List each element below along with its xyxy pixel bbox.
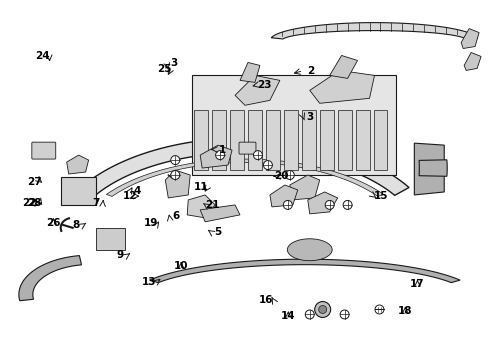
Text: 23: 23 — [256, 80, 271, 90]
Text: 26: 26 — [46, 218, 61, 228]
Text: 17: 17 — [409, 279, 424, 289]
Circle shape — [263, 161, 272, 170]
FancyBboxPatch shape — [319, 110, 333, 170]
Polygon shape — [240, 62, 260, 82]
Ellipse shape — [287, 239, 331, 261]
Text: 16: 16 — [259, 295, 273, 305]
FancyBboxPatch shape — [229, 110, 244, 170]
FancyBboxPatch shape — [337, 110, 351, 170]
Text: 25: 25 — [157, 64, 171, 74]
Polygon shape — [413, 143, 443, 195]
FancyBboxPatch shape — [212, 110, 225, 170]
FancyBboxPatch shape — [192, 75, 396, 175]
Polygon shape — [149, 259, 459, 283]
FancyBboxPatch shape — [32, 142, 56, 159]
Text: 27: 27 — [27, 177, 41, 187]
Polygon shape — [463, 53, 480, 71]
FancyBboxPatch shape — [283, 110, 297, 170]
Polygon shape — [81, 138, 408, 195]
Text: 14: 14 — [281, 311, 295, 321]
FancyBboxPatch shape — [265, 110, 279, 170]
FancyBboxPatch shape — [239, 142, 255, 154]
Text: 20: 20 — [273, 171, 288, 181]
FancyBboxPatch shape — [301, 110, 315, 170]
Text: 13: 13 — [142, 277, 157, 287]
Text: 12: 12 — [122, 191, 137, 201]
Polygon shape — [200, 145, 232, 168]
Polygon shape — [106, 159, 383, 197]
Circle shape — [285, 171, 294, 180]
Polygon shape — [418, 160, 447, 176]
Text: 9: 9 — [117, 250, 123, 260]
Circle shape — [343, 201, 351, 210]
Polygon shape — [307, 192, 337, 214]
Text: 10: 10 — [174, 261, 188, 271]
Circle shape — [314, 302, 330, 318]
Text: 19: 19 — [143, 218, 158, 228]
Circle shape — [170, 171, 180, 180]
Text: 5: 5 — [214, 227, 221, 237]
FancyBboxPatch shape — [373, 110, 386, 170]
Text: 3: 3 — [306, 112, 313, 122]
FancyBboxPatch shape — [61, 177, 95, 205]
Circle shape — [340, 310, 348, 319]
Polygon shape — [200, 205, 240, 222]
Text: 21: 21 — [205, 200, 220, 210]
Polygon shape — [235, 75, 279, 105]
Text: 11: 11 — [193, 182, 207, 192]
Circle shape — [318, 306, 326, 314]
Polygon shape — [460, 28, 478, 49]
Text: 22: 22 — [22, 198, 37, 208]
Polygon shape — [66, 155, 88, 174]
Text: 7: 7 — [92, 198, 100, 208]
Circle shape — [325, 201, 333, 210]
Text: 6: 6 — [172, 211, 180, 221]
Circle shape — [170, 156, 180, 165]
Text: 1: 1 — [219, 144, 226, 154]
Polygon shape — [309, 71, 374, 103]
Text: 3: 3 — [170, 58, 177, 68]
Circle shape — [283, 201, 292, 210]
Circle shape — [253, 150, 262, 159]
Polygon shape — [187, 195, 215, 218]
FancyBboxPatch shape — [95, 228, 125, 250]
Text: 15: 15 — [373, 191, 387, 201]
Polygon shape — [271, 23, 477, 39]
Text: 2: 2 — [306, 66, 313, 76]
Text: 28: 28 — [27, 198, 41, 208]
Polygon shape — [165, 170, 190, 198]
Text: 24: 24 — [35, 51, 50, 61]
Polygon shape — [269, 185, 297, 207]
Polygon shape — [289, 175, 319, 200]
Circle shape — [374, 305, 383, 314]
Text: 8: 8 — [73, 220, 80, 230]
Polygon shape — [329, 55, 357, 78]
Text: 4: 4 — [133, 186, 141, 196]
FancyBboxPatch shape — [247, 110, 262, 170]
FancyBboxPatch shape — [355, 110, 369, 170]
Circle shape — [305, 310, 314, 319]
Text: 18: 18 — [397, 306, 412, 316]
FancyBboxPatch shape — [194, 110, 208, 170]
Circle shape — [215, 150, 224, 159]
Polygon shape — [19, 256, 81, 301]
